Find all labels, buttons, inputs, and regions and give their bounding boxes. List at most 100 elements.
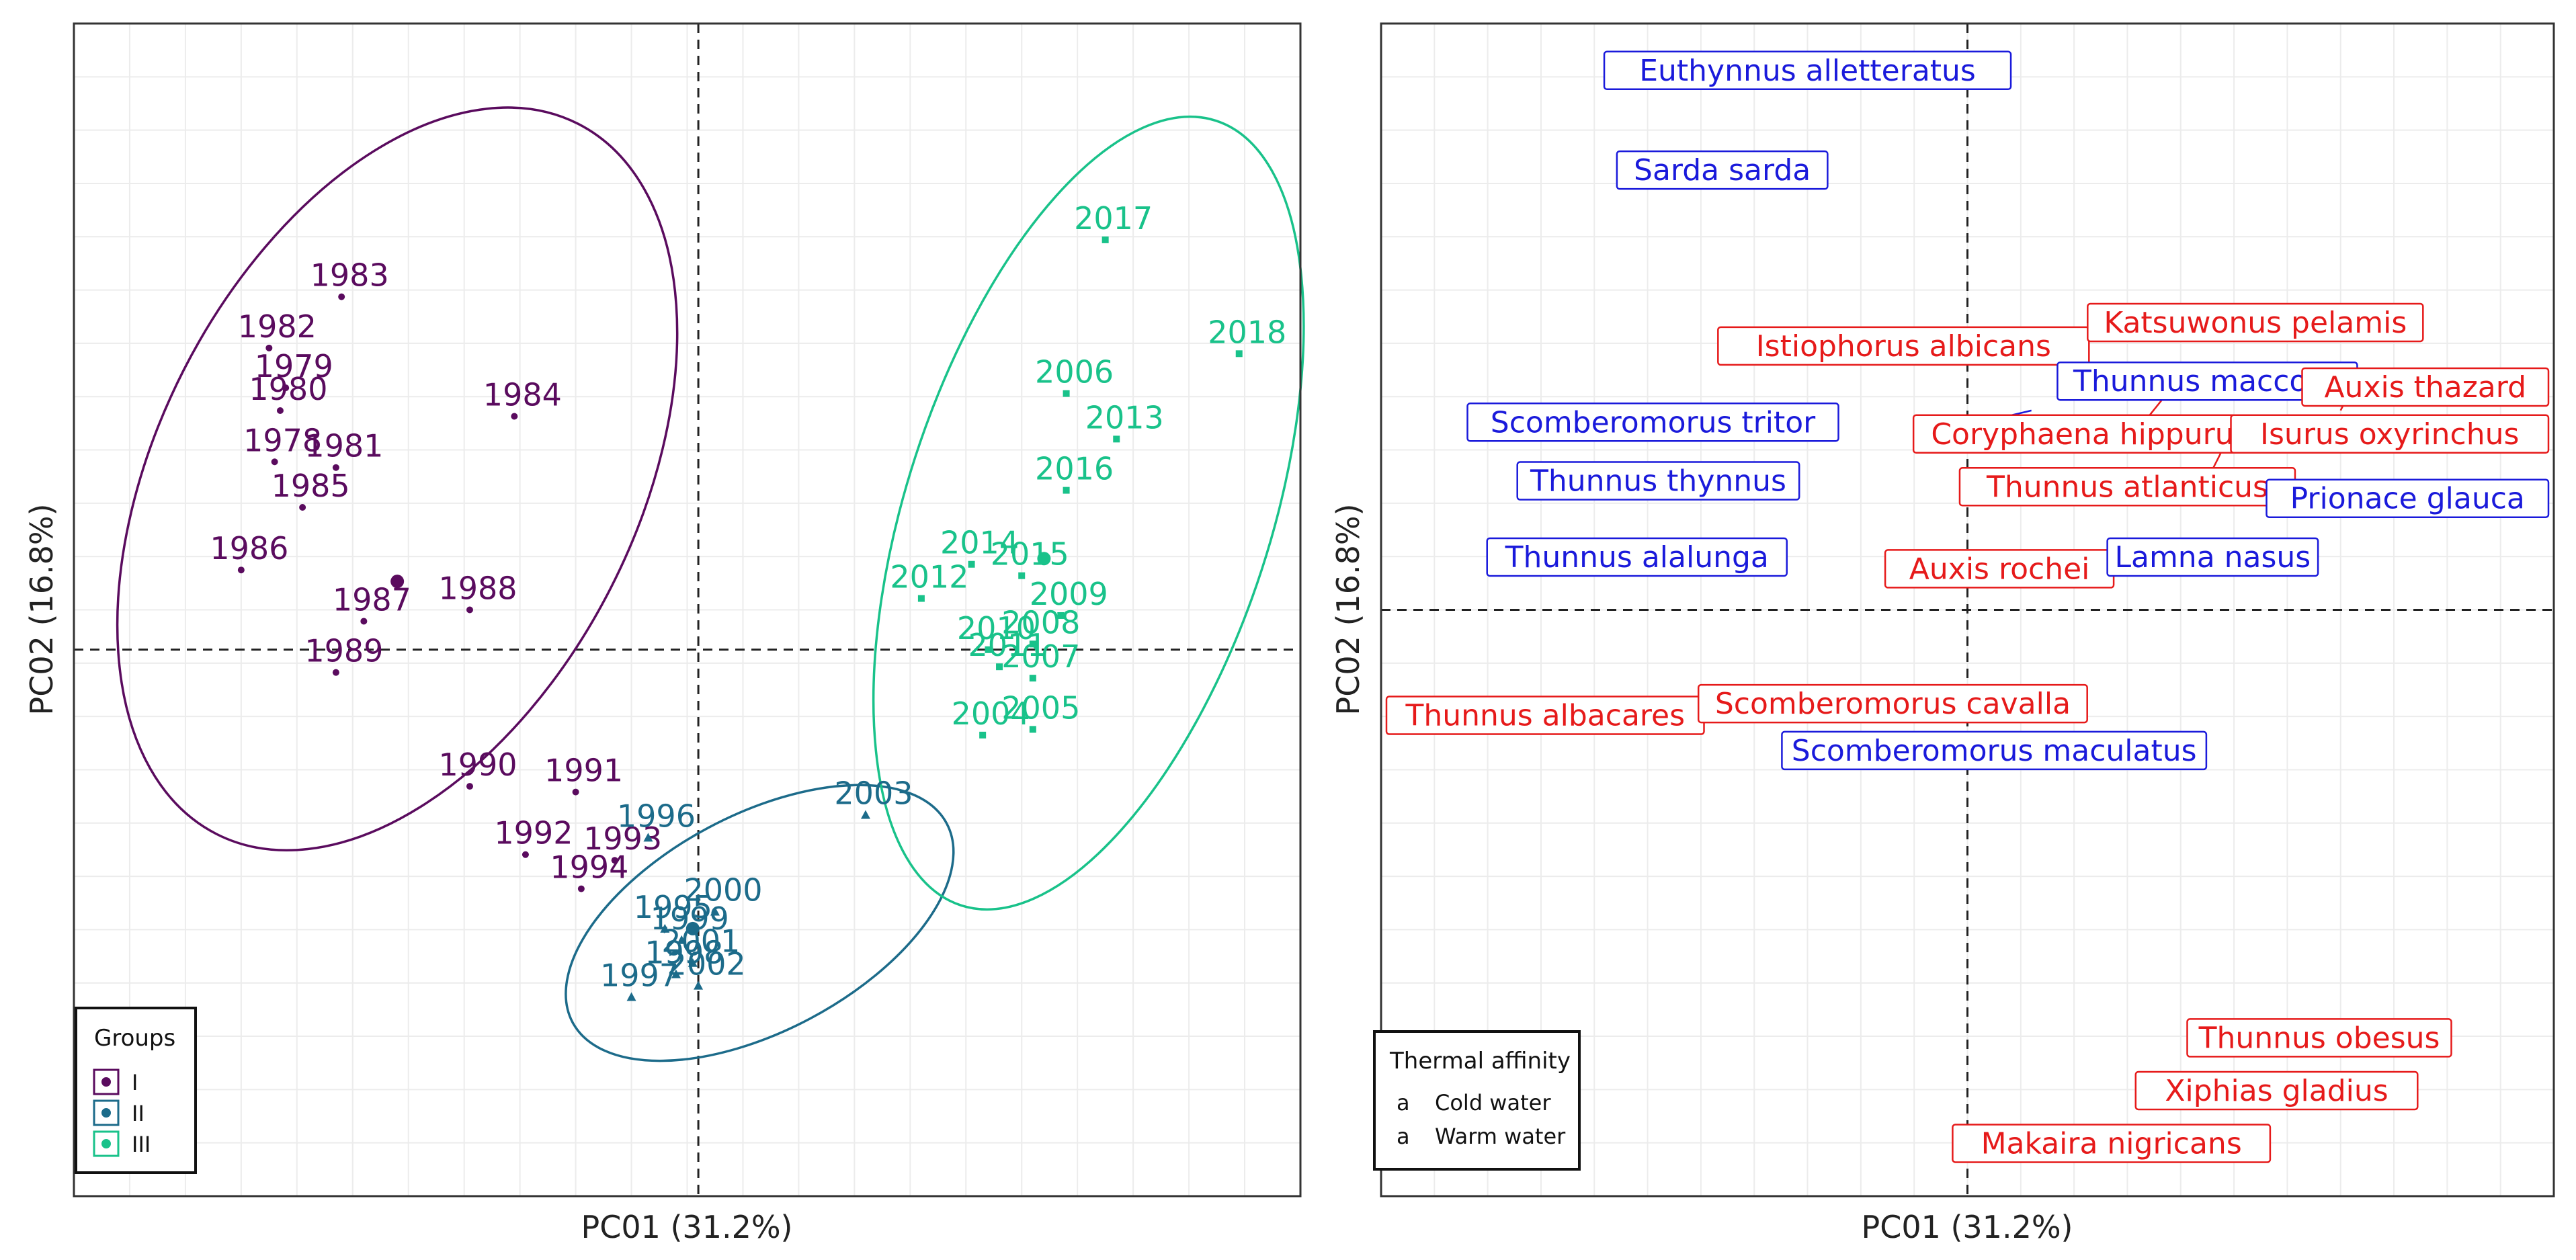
point-1987: [360, 618, 368, 625]
species-label-thunnus-obesus: Thunnus obesus: [2198, 1021, 2440, 1055]
point-2006: [1063, 390, 1070, 397]
species-label-box-istiophorus-albicans: [1717, 326, 2090, 366]
point-2000: [710, 907, 720, 916]
point-1982: [265, 344, 273, 351]
point-1998: [671, 969, 681, 978]
point-2011: [996, 663, 1003, 671]
point-label-1984: 1984: [483, 376, 562, 413]
centroid-group-I: [390, 575, 405, 589]
point-1999: [677, 935, 687, 944]
point-2014: [968, 560, 975, 568]
point-1991: [572, 788, 579, 796]
species-label-scomberomorus-cavalla: Scomberomorus cavalla: [1715, 687, 2071, 721]
species-label-prionace-glauca: Prionace glauca: [2290, 482, 2525, 516]
left-reference-lines: [74, 24, 1300, 1196]
species-label-box-scomberomorus-cavalla: [1697, 683, 2088, 724]
point-label-2008: 2008: [1001, 604, 1080, 640]
left-x-axis-title: PC01 (31.2%): [581, 1209, 792, 1245]
species-label-box-xiphias-gladius: [2134, 1070, 2419, 1111]
point-label-2007: 2007: [1001, 638, 1080, 675]
species-label-box-euthynnus-alletteratus: [1603, 50, 2012, 91]
point-2013: [1113, 435, 1120, 443]
point-label-2014: 2014: [940, 525, 1019, 561]
point-1990: [466, 783, 473, 790]
species-label-box-auxis-thazard: [2301, 367, 2550, 407]
groups-legend-key-glyph-III: [101, 1139, 111, 1148]
point-label-2012: 2012: [890, 559, 968, 595]
species-label-isurus-oxyrinchus: Isurus oxyrinchus: [2260, 417, 2519, 452]
point-label-1988: 1988: [438, 571, 517, 607]
point-label-1994: 1994: [550, 849, 628, 886]
species-label-box-lamna-nasus: [2106, 537, 2319, 577]
species-label-istiophorus-albicans: Istiophorus albicans: [1756, 329, 2051, 364]
groups-legend-label-II: II: [132, 1101, 144, 1126]
point-label-1983: 1983: [310, 257, 389, 294]
thermal-legend-key-1: a: [1397, 1124, 1410, 1149]
point-label-1986: 1986: [210, 530, 288, 566]
point-1992: [522, 851, 529, 858]
point-label-1979: 1979: [255, 348, 333, 384]
point-label-1978: 1978: [243, 422, 322, 458]
species-label-thunnus-alalunga: Thunnus alalunga: [1505, 540, 1769, 575]
right-y-axis-title: PC02 (16.8%): [1330, 503, 1366, 715]
groups-legend-title: Groups: [94, 1025, 175, 1052]
point-1995: [660, 923, 670, 933]
point-2005: [1029, 726, 1036, 733]
species-label-thunnus-thynnus: Thunnus thynnus: [1530, 464, 1786, 499]
point-label-1980: 1980: [249, 371, 327, 407]
point-label-1981: 1981: [304, 428, 383, 464]
thermal-legend-key-0: a: [1397, 1090, 1410, 1116]
left-gridlines: [74, 24, 1300, 1196]
species-label-thunnus-atlanticus: Thunnus atlanticus: [1986, 470, 2268, 504]
point-1981: [332, 464, 339, 471]
thermal-legend-label-1: Warm water: [1435, 1124, 1566, 1149]
point-label-1999: 1999: [651, 900, 729, 937]
thermal-legend-title: Thermal affinity: [1389, 1048, 1571, 1075]
point-label-2001: 2001: [661, 923, 740, 960]
point-1978: [271, 458, 278, 466]
point-label-1995: 1995: [634, 889, 712, 925]
species-label-box-scomberomorus-maculatus: [1781, 730, 2208, 771]
groups-legend-key-II: [93, 1099, 120, 1126]
right-x-axis-title: PC01 (31.2%): [1861, 1209, 2073, 1245]
species-label-box-scomberomorus-tritor: [1466, 403, 1839, 442]
point-label-1997: 1997: [600, 958, 679, 994]
point-label-2010: 2010: [957, 610, 1036, 646]
species-label-auxis-rochei: Auxis rochei: [1909, 552, 2090, 586]
species-label-box-thunnus-alalunga: [1486, 537, 1788, 577]
point-1986: [237, 566, 245, 574]
point-2003: [860, 810, 870, 819]
point-label-1985: 1985: [272, 468, 350, 504]
point-1989: [332, 669, 339, 676]
point-label-2004: 2004: [952, 696, 1030, 732]
point-1988: [466, 606, 473, 614]
species-label-katsuwonus-pelamis: Katsuwonus pelamis: [2104, 306, 2407, 340]
point-2001: [688, 958, 698, 967]
point-label-2015: 2015: [991, 536, 1069, 573]
right-species-labels: Euthynnus alletteratus Sarda sarda Istioph…: [1385, 50, 2550, 1163]
point-2016: [1063, 487, 1070, 494]
species-label-scomberomorus-tritor: Scomberomorus tritor: [1491, 405, 1816, 439]
point-1993: [611, 857, 618, 864]
species-label-box-prionace-glauca: [2266, 478, 2550, 518]
thermal-legend-label-0: Cold water: [1435, 1090, 1551, 1116]
point-2009: [1057, 612, 1065, 619]
point-label-2002: 2002: [667, 946, 746, 982]
species-label-box-katsuwonus-pelamis: [2087, 302, 2424, 343]
thermal-legend-box: [1373, 1030, 1581, 1171]
species-label-box-thunnus-thynnus: [1516, 461, 1800, 501]
point-label-1990: 1990: [438, 747, 517, 783]
ellipse-group-III: [872, 115, 1305, 911]
point-2002: [694, 980, 704, 990]
species-label-box-makaira-nigricans: [1952, 1124, 2272, 1163]
species-label-thunnus-maccoyii: Thunnus maccoyii: [2073, 364, 2341, 398]
point-2004: [979, 731, 987, 739]
left-group-ellipses: [116, 106, 1305, 1062]
point-1985: [299, 504, 306, 511]
left-plot-border: [73, 22, 1302, 1198]
groups-legend-label-III: III: [132, 1132, 151, 1157]
point-label-1982: 1982: [238, 308, 317, 345]
